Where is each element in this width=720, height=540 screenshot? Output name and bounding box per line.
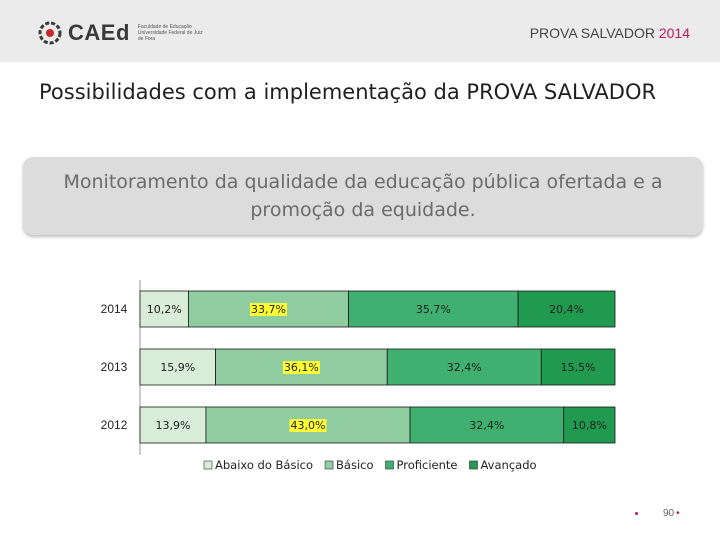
bar-segment (517, 290, 616, 328)
category-label: 2014 (101, 302, 128, 316)
data-label: 32,4% (447, 361, 482, 374)
bar-segment (540, 348, 616, 386)
header-title-text: PROVA SALVADOR (529, 25, 655, 41)
data-label: 33,7% (251, 303, 286, 316)
data-label-highlight (289, 419, 327, 432)
page-number-value: 90 (663, 508, 675, 519)
data-label: 43,0% (291, 419, 326, 432)
bar-segment (139, 406, 207, 444)
data-label: 13,9% (156, 419, 191, 432)
banner-box: Monitoramento da qualidade da educação p… (23, 157, 703, 235)
logo-text: CAEd (68, 20, 130, 45)
data-label: 10,2% (147, 303, 182, 316)
header-title: PROVA SALVADOR 2014 (530, 25, 690, 41)
data-label: 20,4% (549, 303, 584, 316)
legend-label: Proficiente (397, 458, 458, 472)
bar-segment (386, 348, 542, 386)
page-number-dot: • (676, 508, 680, 519)
legend-label: Abaixo do Básico (215, 458, 313, 472)
data-label-highlight (250, 303, 287, 316)
legend-swatch (203, 460, 213, 470)
data-label: 15,9% (160, 361, 195, 374)
bar-segment (409, 406, 565, 444)
data-label: 36,1% (284, 361, 319, 374)
legend-label: Avançado (480, 458, 536, 472)
legend-swatch (385, 460, 394, 470)
header-bar: CAEd Faculdade de Educação Universidade … (0, 0, 720, 62)
page-number: 90 • (663, 508, 680, 519)
bar-segment (348, 290, 519, 328)
caed-logo: CAEd Faculdade de Educação Universidade … (38, 18, 208, 48)
banner-text: Monitoramento da qualidade da educação p… (63, 171, 663, 221)
data-label-highlight (282, 361, 320, 374)
legend-swatch (469, 460, 478, 470)
category-label: 2013 (101, 360, 128, 374)
bar-segment (563, 406, 616, 444)
header-title-year: 2014 (658, 25, 690, 41)
data-label: 15,5% (561, 361, 596, 374)
data-label: 10,8% (572, 419, 607, 432)
logo-subtitle: Faculdade de Educação Universidade Feder… (137, 24, 203, 42)
footer-dot (635, 512, 638, 515)
bar-segment (139, 290, 189, 328)
data-label: 32,4% (469, 419, 504, 432)
data-label: 35,7% (416, 303, 451, 316)
stacked-bar-chart: 2014 10,2% 33,7% 35,7% 20,4% 2013 15,9% 36,1% 32… (101, 280, 616, 472)
slide-title: Possibilidades com a implementação da PR… (39, 80, 657, 104)
legend-swatch (324, 460, 334, 470)
category-label: 2012 (101, 418, 128, 432)
caed-logo-icon (38, 21, 62, 45)
legend-label: Básico (336, 458, 373, 472)
